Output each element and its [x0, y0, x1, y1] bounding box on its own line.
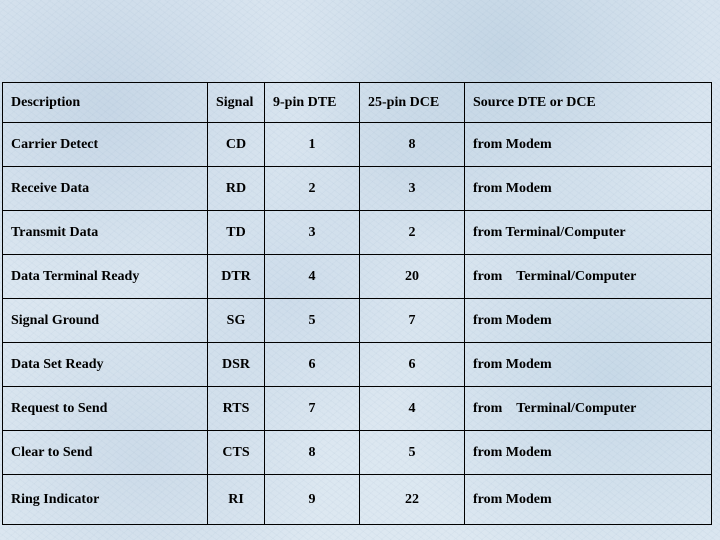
cell-9pin: 3 — [265, 211, 360, 255]
cell-source: from Modem — [465, 343, 712, 387]
cell-signal: CTS — [208, 431, 265, 475]
cell-25pin: 7 — [360, 299, 465, 343]
cell-source: from Modem — [465, 475, 712, 525]
cell-9pin: 2 — [265, 167, 360, 211]
cell-25pin: 2 — [360, 211, 465, 255]
cell-signal: TD — [208, 211, 265, 255]
cell-source: from Modem — [465, 123, 712, 167]
cell-source: from Modem — [465, 167, 712, 211]
cell-description: Receive Data — [3, 167, 208, 211]
cell-source: from Modem — [465, 299, 712, 343]
cell-description: Ring Indicator — [3, 475, 208, 525]
cell-9pin: 6 — [265, 343, 360, 387]
col-header-9pin: 9-pin DTE — [265, 83, 360, 123]
table-row: Signal Ground SG 5 7 from Modem — [3, 299, 712, 343]
table-row: Receive Data RD 2 3 from Modem — [3, 167, 712, 211]
cell-9pin: 5 — [265, 299, 360, 343]
cell-25pin: 5 — [360, 431, 465, 475]
cell-signal: RD — [208, 167, 265, 211]
table-row: Ring Indicator RI 9 22 from Modem — [3, 475, 712, 525]
cell-description: Transmit Data — [3, 211, 208, 255]
table-row: Data Set Ready DSR 6 6 from Modem — [3, 343, 712, 387]
cell-signal: RTS — [208, 387, 265, 431]
cell-signal: DSR — [208, 343, 265, 387]
cell-source: from Terminal/Computer — [465, 255, 712, 299]
cell-25pin: 6 — [360, 343, 465, 387]
cell-source: from Terminal/Computer — [465, 211, 712, 255]
table-row: Clear to Send CTS 8 5 from Modem — [3, 431, 712, 475]
col-header-signal: Signal — [208, 83, 265, 123]
cell-signal: CD — [208, 123, 265, 167]
cell-signal: SG — [208, 299, 265, 343]
cell-25pin: 4 — [360, 387, 465, 431]
cell-description: Carrier Detect — [3, 123, 208, 167]
cell-25pin: 3 — [360, 167, 465, 211]
cell-description: Request to Send — [3, 387, 208, 431]
cell-description: Data Terminal Ready — [3, 255, 208, 299]
cell-description: Data Set Ready — [3, 343, 208, 387]
cell-description: Signal Ground — [3, 299, 208, 343]
col-header-25pin: 25-pin DCE — [360, 83, 465, 123]
cell-source: from Terminal/Computer — [465, 387, 712, 431]
cell-9pin: 8 — [265, 431, 360, 475]
cell-9pin: 4 — [265, 255, 360, 299]
col-header-description: Description — [3, 83, 208, 123]
table-container: Description Signal 9-pin DTE 25-pin DCE … — [2, 82, 720, 525]
cell-25pin: 20 — [360, 255, 465, 299]
table-row: Transmit Data TD 3 2 from Terminal/Compu… — [3, 211, 712, 255]
cell-source: from Modem — [465, 431, 712, 475]
cell-9pin: 9 — [265, 475, 360, 525]
cell-signal: RI — [208, 475, 265, 525]
cell-9pin: 1 — [265, 123, 360, 167]
rs232-pinout-table: Description Signal 9-pin DTE 25-pin DCE … — [2, 82, 712, 525]
cell-9pin: 7 — [265, 387, 360, 431]
cell-25pin: 22 — [360, 475, 465, 525]
table-row: Request to Send RTS 7 4 from Terminal/Co… — [3, 387, 712, 431]
table-row: Data Terminal Ready DTR 4 20 from Termin… — [3, 255, 712, 299]
col-header-source: Source DTE or DCE — [465, 83, 712, 123]
cell-signal: DTR — [208, 255, 265, 299]
table-header-row: Description Signal 9-pin DTE 25-pin DCE … — [3, 83, 712, 123]
table-row: Carrier Detect CD 1 8 from Modem — [3, 123, 712, 167]
cell-25pin: 8 — [360, 123, 465, 167]
cell-description: Clear to Send — [3, 431, 208, 475]
